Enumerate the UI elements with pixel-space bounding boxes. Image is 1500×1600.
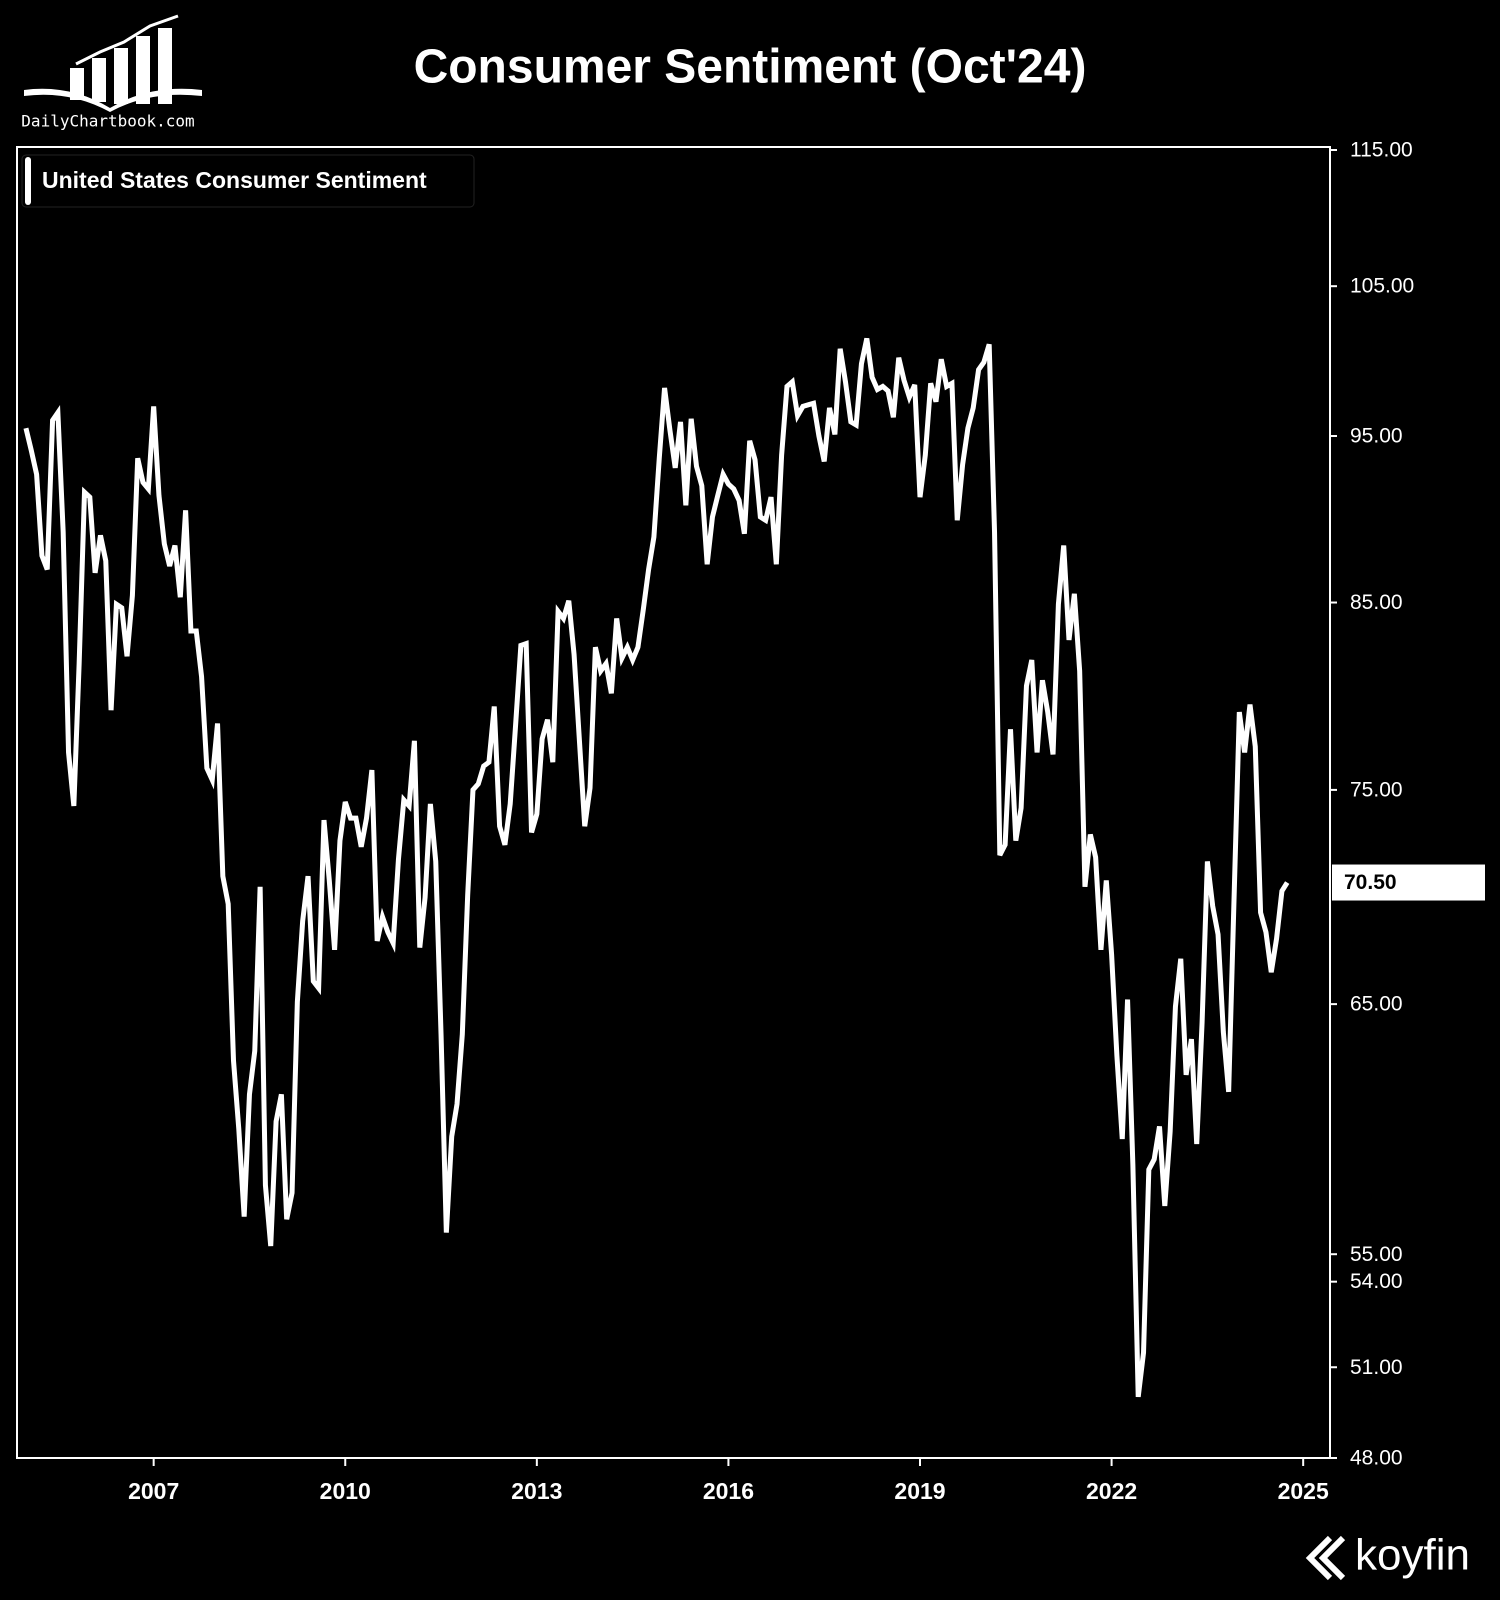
y-tick-label: 65.00 xyxy=(1350,993,1403,1016)
x-tick-label: 2007 xyxy=(128,1478,179,1504)
last-value-label: 70.50 xyxy=(1344,871,1397,894)
legend-label: United States Consumer Sentiment xyxy=(42,167,427,193)
y-tick-label: 51.00 xyxy=(1350,1356,1403,1379)
brand: DailyChartbook.com xyxy=(21,112,194,131)
x-tick-label: 2022 xyxy=(1086,1478,1137,1504)
koyfin-logo xyxy=(1305,1535,1346,1581)
last-value-box xyxy=(1332,864,1485,901)
legend-box xyxy=(21,154,475,208)
x-tick-label: 2016 xyxy=(703,1478,754,1504)
x-tick-label: 2019 xyxy=(894,1478,945,1504)
brand-logo xyxy=(24,14,202,112)
source: koyfin xyxy=(1355,1531,1470,1580)
legend-swatch xyxy=(25,157,31,205)
x-tick-label: 2010 xyxy=(320,1478,371,1504)
y-tick-label: 55.00 xyxy=(1350,1243,1403,1266)
y-tick-label: 54.00 xyxy=(1350,1270,1403,1293)
x-tick-label: 2013 xyxy=(511,1478,562,1504)
y-tick-label: 105.00 xyxy=(1350,275,1414,298)
series-line xyxy=(23,337,1290,1398)
legend: United States Consumer Sentiment xyxy=(21,154,475,208)
chart-title: Consumer Sentiment (Oct'24) xyxy=(414,41,1087,94)
y-tick-label: 85.00 xyxy=(1350,591,1403,614)
plot-frame xyxy=(16,146,1331,1459)
y-tick-label: 95.00 xyxy=(1350,425,1403,448)
y-tick-label: 75.00 xyxy=(1350,778,1403,801)
y-tick-label: 48.00 xyxy=(1350,1447,1403,1470)
y-tick-label: 115.00 xyxy=(1350,139,1413,162)
x-tick-label: 2025 xyxy=(1278,1478,1329,1504)
